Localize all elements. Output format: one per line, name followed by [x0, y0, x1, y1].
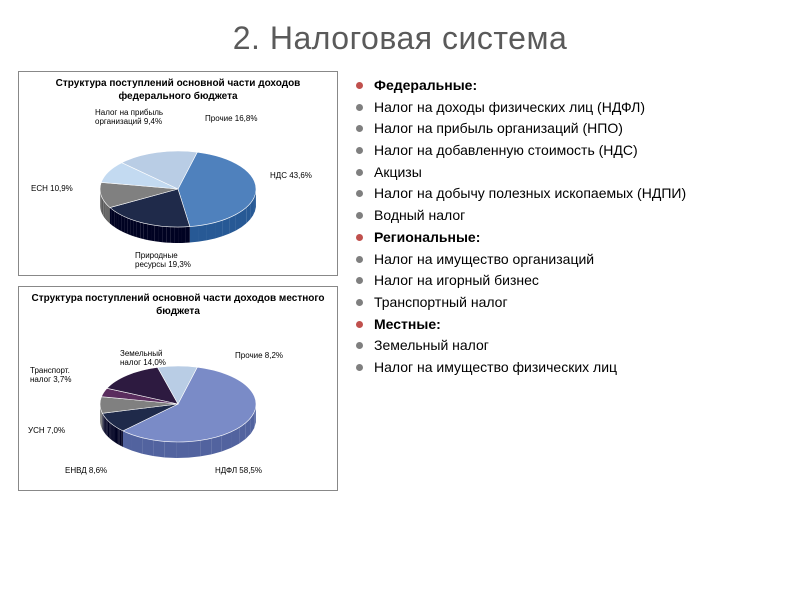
tax-list-column: Федеральные:Налог на доходы физических л…	[356, 71, 782, 491]
slide-title: 2. Налоговая система	[0, 0, 800, 71]
pie-slice-label: НДФЛ 58,5%	[215, 467, 262, 476]
local-chart-title: Структура поступлений основной части дох…	[25, 293, 331, 318]
federal-pie-chart: НДС 43,6% Природные ресурсы 19,3% ЕСН 10,9…	[25, 107, 331, 267]
pie-slice-label: Транспорт. налог 3,7%	[30, 367, 71, 385]
tax-list-item: Налог на имущество организаций	[356, 249, 782, 271]
charts-column: Структура поступлений основной части дох…	[18, 71, 338, 491]
pie-slice-label: УСН 7,0%	[28, 427, 65, 436]
tax-group-header: Местные:	[356, 314, 782, 336]
tax-list-item: Акцизы	[356, 162, 782, 184]
local-pie-chart: НДФЛ 58,5% ЕНВД 8,6% УСН 7,0% Транспорт. на…	[25, 322, 331, 482]
tax-list-item: Налог на добычу полезных ископаемых (НДП…	[356, 183, 782, 205]
federal-chart-box: Структура поступлений основной части дох…	[18, 71, 338, 276]
tax-list-item: Водный налог	[356, 205, 782, 227]
pie-slice-label: ЕНВД 8,6%	[65, 467, 107, 476]
tax-list-item: Налог на игорный бизнес	[356, 270, 782, 292]
tax-group-header: Региональные:	[356, 227, 782, 249]
pie-slice-label: Природные ресурсы 19,3%	[135, 252, 191, 270]
tax-list-item: Налог на прибыль организаций (НПО)	[356, 118, 782, 140]
local-chart-box: Структура поступлений основной части дох…	[18, 286, 338, 491]
tax-list: Федеральные:Налог на доходы физических л…	[356, 75, 782, 379]
tax-list-item: Транспортный налог	[356, 292, 782, 314]
pie-slice-label: Прочие 8,2%	[235, 352, 283, 361]
tax-list-item: Налог на доходы физических лиц (НДФЛ)	[356, 97, 782, 119]
pie-slice-label: НДС 43,6%	[270, 172, 312, 181]
pie-slice-label: Земельный налог 14,0%	[120, 350, 166, 368]
tax-group-header: Федеральные:	[356, 75, 782, 97]
pie-slice-label: Прочие 16,8%	[205, 115, 257, 124]
content-row: Структура поступлений основной части дох…	[0, 71, 800, 509]
tax-list-item: Земельный налог	[356, 335, 782, 357]
federal-chart-title: Структура поступлений основной части дох…	[25, 78, 331, 103]
tax-list-item: Налог на имущество физических лиц	[356, 357, 782, 379]
tax-list-item: Налог на добавленную стоимость (НДС)	[356, 140, 782, 162]
pie-slice-label: Налог на прибыль организаций 9,4%	[95, 109, 163, 127]
pie-slice-label: ЕСН 10,9%	[31, 185, 73, 194]
